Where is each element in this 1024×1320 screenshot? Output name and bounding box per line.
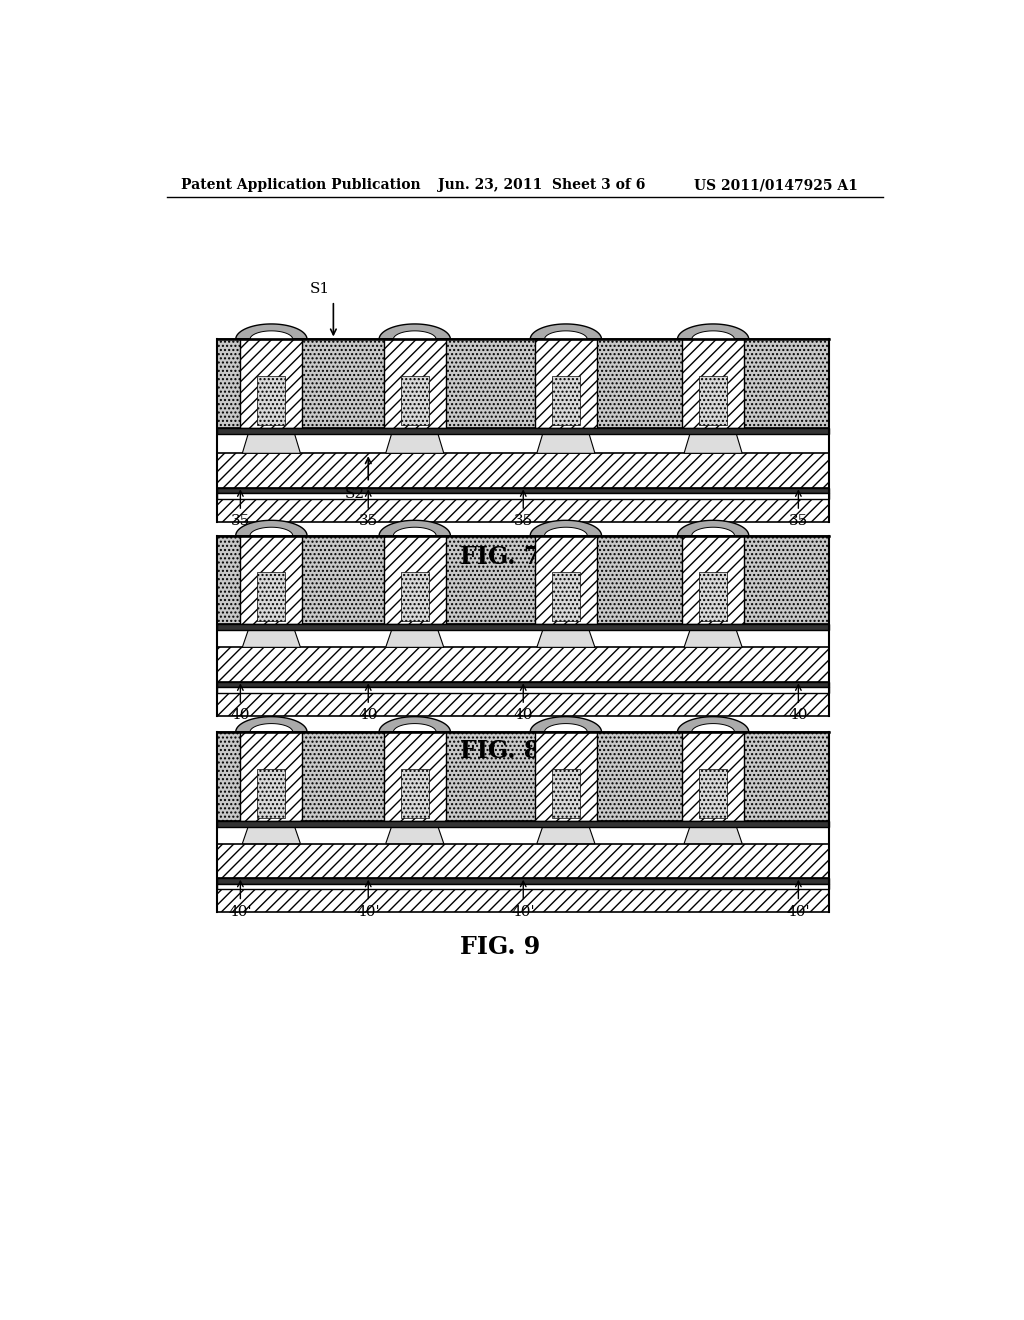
Bar: [217, 733, 829, 821]
Bar: [217, 339, 829, 428]
Bar: [241, 733, 302, 821]
Bar: [217, 821, 829, 826]
Polygon shape: [236, 717, 307, 733]
Bar: [400, 768, 429, 817]
Polygon shape: [379, 717, 451, 733]
Bar: [682, 536, 744, 624]
Polygon shape: [684, 631, 742, 647]
Polygon shape: [243, 631, 300, 647]
Bar: [535, 339, 597, 428]
Bar: [552, 573, 580, 622]
Polygon shape: [386, 631, 443, 647]
Bar: [217, 890, 829, 912]
Bar: [257, 573, 286, 622]
Polygon shape: [684, 434, 742, 453]
Bar: [682, 339, 744, 428]
Polygon shape: [678, 717, 749, 733]
Bar: [217, 488, 829, 494]
Text: S1: S1: [310, 282, 331, 296]
Bar: [217, 428, 829, 434]
Polygon shape: [236, 520, 307, 536]
Polygon shape: [530, 323, 601, 339]
Text: 40': 40': [786, 904, 810, 919]
Bar: [384, 536, 445, 624]
Text: Patent Application Publication: Patent Application Publication: [180, 178, 420, 193]
Polygon shape: [379, 323, 451, 339]
Bar: [257, 768, 286, 817]
Bar: [552, 376, 580, 425]
Bar: [552, 768, 580, 817]
Bar: [535, 536, 597, 624]
Text: 40: 40: [513, 708, 534, 722]
Polygon shape: [530, 520, 601, 536]
Bar: [217, 453, 829, 488]
Bar: [217, 884, 829, 890]
Polygon shape: [250, 331, 293, 339]
Bar: [699, 768, 727, 817]
Polygon shape: [250, 723, 293, 733]
Text: FIG. 7: FIG. 7: [460, 545, 540, 569]
Bar: [699, 376, 727, 425]
Text: US 2011/0147925 A1: US 2011/0147925 A1: [693, 178, 858, 193]
Polygon shape: [386, 826, 443, 843]
Text: FIG. 9: FIG. 9: [460, 936, 540, 960]
Bar: [257, 376, 286, 425]
Bar: [217, 536, 829, 624]
Polygon shape: [678, 520, 749, 536]
Bar: [400, 573, 429, 622]
Bar: [217, 647, 829, 682]
Bar: [217, 624, 829, 631]
Bar: [241, 536, 302, 624]
Polygon shape: [692, 331, 734, 339]
Text: 35: 35: [358, 515, 378, 528]
Polygon shape: [537, 434, 595, 453]
Polygon shape: [236, 323, 307, 339]
Text: 40: 40: [230, 708, 250, 722]
Text: 40: 40: [788, 708, 808, 722]
Polygon shape: [530, 717, 601, 733]
Bar: [217, 499, 829, 521]
Text: 35: 35: [514, 515, 532, 528]
Bar: [217, 494, 829, 499]
Polygon shape: [692, 723, 734, 733]
Polygon shape: [537, 631, 595, 647]
Bar: [384, 339, 445, 428]
Bar: [400, 376, 429, 425]
Bar: [384, 733, 445, 821]
Bar: [217, 693, 829, 715]
Bar: [217, 682, 829, 688]
Bar: [682, 733, 744, 821]
Polygon shape: [537, 826, 595, 843]
Text: 35: 35: [230, 515, 250, 528]
Polygon shape: [545, 331, 588, 339]
Text: S2: S2: [345, 487, 366, 502]
Polygon shape: [386, 434, 443, 453]
Text: FIG. 8: FIG. 8: [460, 739, 540, 763]
Polygon shape: [243, 826, 300, 843]
Text: 35: 35: [788, 515, 808, 528]
Polygon shape: [678, 323, 749, 339]
Polygon shape: [379, 520, 451, 536]
Bar: [699, 573, 727, 622]
Bar: [217, 688, 829, 693]
Bar: [241, 339, 302, 428]
Polygon shape: [684, 826, 742, 843]
Text: 40': 40': [228, 904, 252, 919]
Bar: [535, 733, 597, 821]
Polygon shape: [545, 527, 588, 536]
Polygon shape: [545, 723, 588, 733]
Text: 40: 40: [358, 708, 378, 722]
Text: 40': 40': [356, 904, 380, 919]
Bar: [217, 843, 829, 878]
Polygon shape: [243, 434, 300, 453]
Polygon shape: [692, 527, 734, 536]
Polygon shape: [393, 331, 436, 339]
Polygon shape: [250, 527, 293, 536]
Polygon shape: [393, 723, 436, 733]
Bar: [217, 878, 829, 884]
Text: Jun. 23, 2011  Sheet 3 of 6: Jun. 23, 2011 Sheet 3 of 6: [438, 178, 645, 193]
Text: 40': 40': [511, 904, 536, 919]
Polygon shape: [393, 527, 436, 536]
